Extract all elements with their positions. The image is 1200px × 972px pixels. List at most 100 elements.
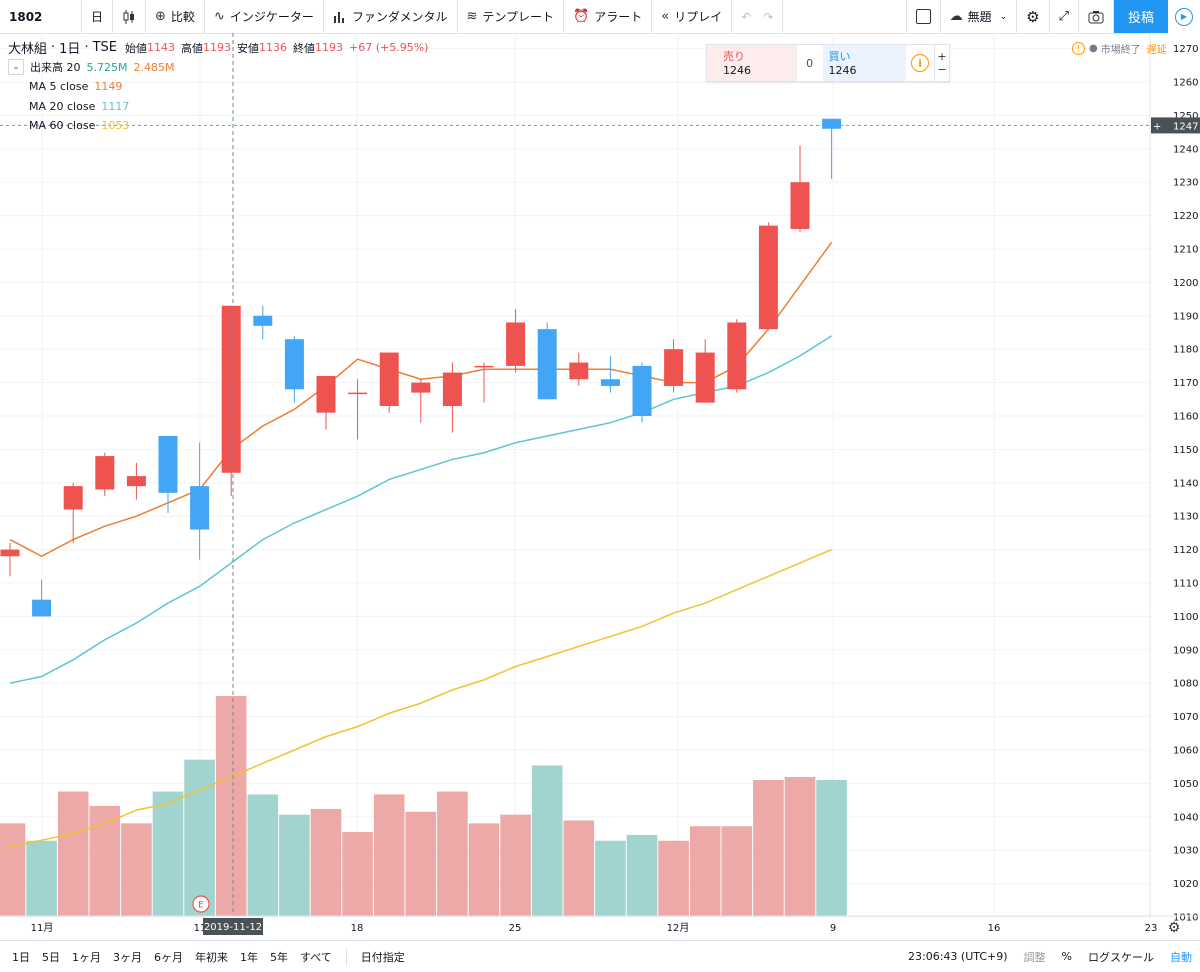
time-axis[interactable]: 11月 11 18 25 12月 9 16 23 2019-11-12 (0, 915, 1200, 935)
time-tick-label: 12月 (667, 922, 690, 934)
sell-label: 売り (723, 50, 745, 63)
candle-body (537, 329, 557, 400)
ma20-line (9, 335, 833, 684)
minus-icon[interactable]: − (937, 63, 947, 76)
legend-ma5[interactable]: MA 5 close 1149 (8, 77, 428, 97)
time-tick-label: 9 (830, 923, 836, 934)
snapshot-button[interactable] (1079, 0, 1114, 33)
layout-button[interactable] (905, 0, 941, 33)
buy-button[interactable]: 買い 1246 (822, 45, 907, 81)
candle-body (474, 365, 494, 368)
close-value: 1193 (315, 41, 343, 55)
overlay: E (0, 33, 1150, 916)
range-button-3[interactable]: 3ヶ月 (113, 950, 142, 964)
volume-bar (689, 826, 721, 916)
volume-bar (563, 820, 595, 916)
fundamentals-button[interactable]: ファンダメンタル (324, 0, 458, 33)
template-button[interactable]: ≋ テンプレート (458, 0, 565, 33)
candle-body (822, 118, 842, 129)
percent-button[interactable]: % (1061, 950, 1072, 963)
earnings-marker (192, 895, 210, 913)
adjust-button[interactable]: 調整 (1023, 950, 1046, 964)
replay-button[interactable]: « リプレイ (652, 0, 733, 33)
range-button-1[interactable]: 5日 (42, 950, 60, 964)
compare-button[interactable]: ⊕ 比較 (146, 0, 205, 33)
time-tick-label: 23 (1145, 923, 1158, 934)
range-button-7[interactable]: 5年 (270, 950, 288, 964)
price-tick-label: 1050 (1173, 779, 1198, 790)
price-tick-label: 1230 (1173, 178, 1198, 189)
sell-button[interactable]: 売り 1246 (707, 45, 797, 81)
chart-type-button[interactable] (113, 0, 147, 33)
save-layout-button[interactable]: ☁ 無題 ⌄ (941, 0, 1018, 33)
price-tick-label: 1250 (1173, 111, 1198, 122)
symbol-search[interactable]: 1802 (0, 0, 82, 33)
candle-body (379, 352, 399, 406)
price-tick-label: 1200 (1173, 278, 1198, 289)
fundamentals-label: ファンダメンタル (351, 10, 448, 24)
fullscreen-button[interactable]: ⤢ (1050, 0, 1079, 33)
price-tick-label: 1010 (1173, 913, 1198, 924)
legend-ma20[interactable]: MA 20 close 1117 (8, 97, 428, 117)
volume-bar (816, 779, 847, 916)
high-value: 1193 (203, 41, 231, 55)
bottom-right: 23:06:43 (UTC+9) 調整 % ログスケール 自動 (900, 949, 1200, 965)
range-button-8[interactable]: すべて (300, 950, 332, 964)
volume-bar (247, 794, 279, 916)
indicators-button[interactable]: ∿ インジケーター (205, 0, 324, 33)
post-button[interactable]: 投稿 (1113, 0, 1168, 33)
auto-scale-button[interactable]: 自動 (1170, 950, 1192, 964)
symbol-name: 大林組 (8, 42, 48, 58)
clock-label[interactable]: 23:06:43 (UTC+9) (908, 950, 1008, 963)
market-closed-label: 市場終了 (1100, 45, 1141, 56)
info-button[interactable]: i (906, 45, 934, 81)
volume-bar (373, 794, 405, 916)
log-scale-button[interactable]: ログスケール (1088, 950, 1154, 964)
volume-bar (184, 759, 215, 916)
low-label: 安値 (237, 41, 259, 55)
range-button-0[interactable]: 1日 (12, 950, 30, 964)
interval-button[interactable]: 日 (82, 0, 114, 33)
price-tick-label: 1110 (1173, 579, 1198, 590)
square-icon (915, 9, 931, 24)
redo-icon[interactable]: ↷ (763, 9, 774, 24)
candle-body (190, 486, 210, 530)
candle-body (63, 486, 83, 510)
volume-bar (753, 779, 784, 916)
crosshair-plus-icon: + (1153, 121, 1161, 132)
alert-button[interactable]: ⏰ アラート (564, 0, 653, 33)
range-button-4[interactable]: 6ヶ月 (154, 950, 183, 964)
range-button-6[interactable]: 1年 (240, 950, 258, 964)
plus-icon[interactable]: + (937, 50, 947, 63)
undo-icon[interactable]: ↶ (741, 9, 752, 24)
range-button-5[interactable]: 年初来 (195, 950, 228, 964)
candle-body (32, 599, 52, 617)
undo-redo: ↶ ↷ (732, 0, 784, 33)
candle-body (758, 225, 778, 330)
time-tick-label: 18 (351, 923, 364, 934)
price-chart[interactable]: E 1010 1020 1030 1040 1050 1060 1070 1080 1090 11… (0, 33, 1200, 939)
range-button-2[interactable]: 1ヶ月 (72, 950, 101, 964)
legend-ma60[interactable]: MA 60 close 1053 (8, 116, 428, 136)
bar-chart-icon (333, 11, 344, 23)
spread: 0 (806, 56, 814, 70)
legend-volume: ⌄ 出来高 20 5.725M 2.485M (8, 58, 428, 78)
last-price-badge (1151, 117, 1200, 134)
settings-button[interactable]: ⚙ (1017, 0, 1050, 33)
legend-main: 大林組 · 1日 · TSE 始値 1143 高値 1193 安値 1136 終値 1193… (8, 40, 429, 58)
bottom-toolbar: 1日 5日 1ヶ月 3ヶ月 6ヶ月 年初来 1年 5年 すべて 日付指定 23:06:43 (U… (0, 940, 1200, 972)
goto-date-button[interactable]: 日付指定 (360, 950, 405, 964)
quantity-stepper[interactable]: + − (934, 45, 949, 81)
play-button[interactable]: ▶ (1168, 0, 1200, 33)
ma5-label: MA 5 close (29, 80, 89, 94)
collapse-icon[interactable]: ⌄ (8, 59, 24, 76)
alarm-clock-icon: ⏰ (573, 9, 590, 24)
rewind-icon: « (661, 9, 670, 24)
axis-settings-gear-icon: ⚙ (1168, 920, 1181, 936)
price-tick-label: 1100 (1173, 612, 1198, 623)
candle-body (790, 182, 810, 229)
price-axis[interactable]: 1010 1020 1030 1040 1050 1060 1070 1080 1090 1100… (1149, 33, 1200, 936)
volume-bar (405, 811, 437, 916)
price-tick-label: 1240 (1173, 144, 1198, 155)
ma20-value: 1117 (101, 99, 130, 113)
